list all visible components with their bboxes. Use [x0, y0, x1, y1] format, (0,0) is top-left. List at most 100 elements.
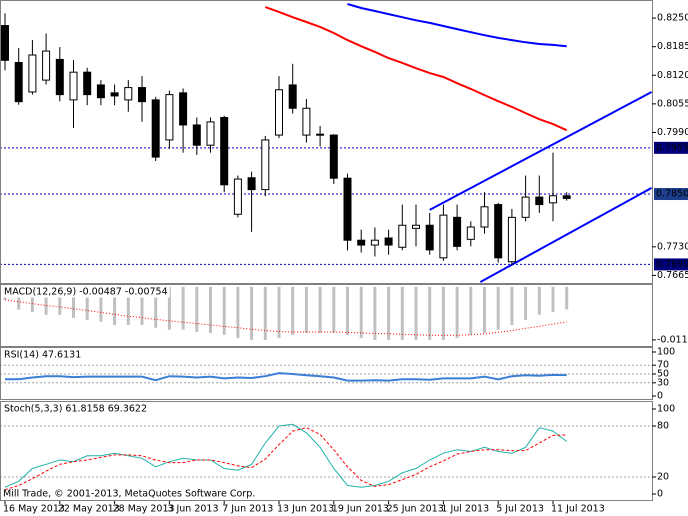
- candle-body: [69, 71, 78, 101]
- candle-body: [206, 121, 215, 146]
- candle-body: [275, 89, 283, 136]
- macd-bar: [551, 286, 555, 312]
- y-tick-label: 0.8185: [657, 41, 688, 52]
- macd-bar: [332, 286, 336, 333]
- candle-body: [1, 25, 9, 61]
- macd-bar: [428, 286, 432, 340]
- macd-bar: [113, 286, 117, 325]
- candle-body: [302, 107, 311, 136]
- macd-bar: [304, 286, 308, 333]
- macd-bar: [126, 286, 130, 325]
- level-label: 0.7850: [656, 189, 688, 200]
- macd-bar: [209, 286, 212, 333]
- trendline: [479, 187, 652, 283]
- candle-body: [343, 177, 352, 241]
- candle-body: [179, 92, 188, 126]
- candle-body: [549, 195, 557, 204]
- candle-body: [316, 133, 325, 136]
- candle-body: [83, 71, 92, 96]
- candle-body: [288, 84, 297, 109]
- candle-body: [233, 178, 242, 215]
- macd-bar: [441, 286, 445, 340]
- candle-body: [494, 204, 503, 259]
- trendline: [429, 91, 652, 211]
- x-tick-label: 3 Jun 2013: [167, 504, 218, 515]
- y-tick-label: 0.8055: [657, 98, 688, 109]
- main-panel-frame: [0, 0, 653, 284]
- macd-bar: [181, 286, 185, 330]
- macd-bar: [414, 286, 418, 340]
- y-tick-label: 0.8250: [657, 13, 688, 24]
- level-label-bg: [654, 141, 688, 154]
- y-tick-label: 0.7730: [657, 241, 688, 252]
- macd-bar: [277, 286, 281, 339]
- candle-body: [535, 196, 544, 206]
- candle-body: [398, 224, 407, 248]
- macd-bar: [99, 286, 103, 322]
- y-tick-label: 0: [657, 391, 663, 402]
- main-plot: [0, 3, 652, 283]
- y-tick-label: 20: [657, 472, 669, 483]
- macd-bar: [195, 286, 199, 332]
- y-tick-label: 100: [657, 404, 675, 415]
- candle-body: [138, 87, 146, 103]
- x-tick-label: 28 May 2013: [113, 504, 175, 515]
- candle-body: [261, 139, 270, 191]
- candle-body: [329, 134, 338, 179]
- macd-bar: [318, 286, 322, 333]
- candle-body: [220, 116, 229, 186]
- candle-body: [384, 237, 393, 246]
- candle-body: [480, 206, 489, 228]
- candle-body: [124, 87, 133, 101]
- x-tick-label: 19 Jun 2013: [332, 504, 389, 515]
- stoch-panel-frame: [0, 401, 653, 501]
- macd-bar: [263, 286, 267, 340]
- macd-bar: [85, 286, 89, 320]
- candle-body: [110, 92, 119, 97]
- x-tick-label: 25 Jun 2013: [387, 504, 444, 515]
- panel-title-bg: [2, 403, 150, 415]
- indicator-line: [5, 372, 567, 382]
- y-tick-label: 0: [657, 489, 663, 500]
- macd-bar: [17, 286, 21, 310]
- level-label: 0.7690: [656, 259, 688, 270]
- plots: [0, 3, 652, 491]
- macd-bar: [154, 286, 158, 328]
- macd-bar: [537, 286, 541, 315]
- candle-body: [439, 214, 448, 259]
- x-tick-label: 22 May 2013: [58, 504, 120, 515]
- macd-bar: [250, 286, 254, 340]
- y-tick-label: 0.8120: [657, 70, 688, 81]
- y-tick-label: 30: [657, 377, 669, 388]
- candle-body: [247, 177, 256, 191]
- y-tick-label: 100: [657, 347, 675, 358]
- candle-body: [192, 124, 201, 146]
- y-tick-label: 70: [657, 360, 669, 371]
- panel-title-bg: [2, 349, 84, 361]
- macd-bar: [565, 286, 569, 310]
- y-tick-label: 0.7665: [657, 270, 688, 281]
- macd-bar: [291, 286, 295, 335]
- candle-body: [562, 195, 571, 199]
- macd-bar: [346, 286, 349, 335]
- macd-bar: [387, 286, 391, 340]
- macd-bar: [359, 286, 363, 339]
- candle-body: [370, 239, 379, 246]
- candle-body: [55, 58, 64, 96]
- x-tick-label: 5 Jul 2013: [496, 504, 544, 515]
- x-tick-label: 11 Jul 2013: [551, 504, 605, 515]
- level-label-bg: [654, 258, 688, 271]
- moving-average: [264, 6, 568, 132]
- macd-bar: [222, 286, 226, 335]
- macd-panel-frame: [0, 284, 653, 347]
- y-tick-label: 80: [657, 421, 669, 432]
- copyright: Mill Trade, © 2001-2013, MetaQuotes Soft…: [3, 489, 255, 500]
- macd-bar: [510, 286, 514, 325]
- y-tick-label: -0.0114: [657, 334, 688, 345]
- candle-body: [357, 239, 366, 246]
- macd-bar: [44, 286, 48, 315]
- macd-bar: [496, 286, 500, 330]
- macd-bar: [58, 286, 62, 315]
- candle-body: [521, 196, 530, 218]
